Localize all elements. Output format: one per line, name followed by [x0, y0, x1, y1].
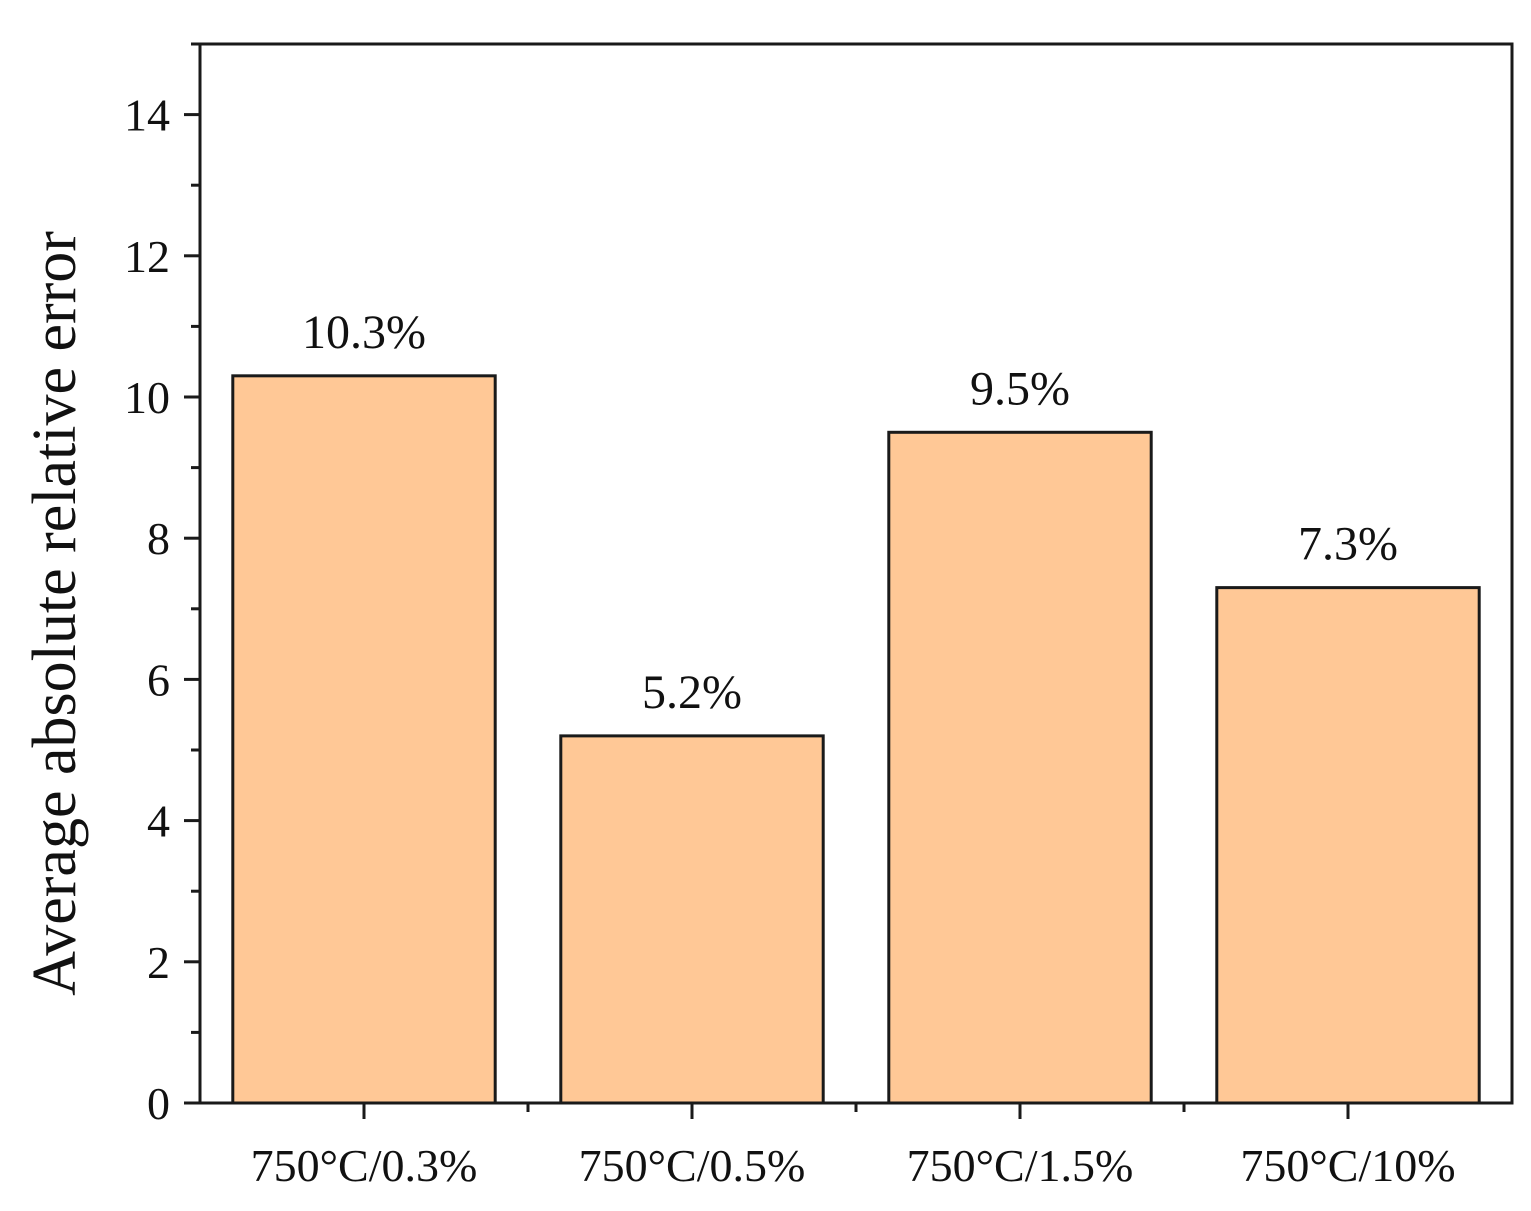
x-category-label-4: 750°C/10% — [1240, 1140, 1455, 1191]
bar-value-label-3: 9.5% — [970, 362, 1070, 415]
y-tick-label-10: 10 — [124, 372, 170, 423]
y-tick-label-6: 6 — [147, 654, 170, 705]
bar-3 — [887, 430, 1153, 1105]
y-tick-label-4: 4 — [147, 796, 170, 847]
bars-layer — [231, 374, 1481, 1105]
x-category-label-2: 750°C/0.5% — [579, 1140, 806, 1191]
y-tick-label-12: 12 — [124, 231, 170, 282]
x-category-label-1: 750°C/0.3% — [251, 1140, 478, 1191]
bar-2 — [559, 734, 825, 1105]
bar-value-label-1: 10.3% — [302, 306, 426, 359]
y-tick-label-14: 14 — [124, 90, 170, 141]
labels-layer: 10.3% 5.2% 9.5% 7.3% — [302, 306, 1398, 719]
y-axis-title: Average absolute relative error — [21, 231, 89, 996]
bar-value-label-4: 7.3% — [1298, 518, 1398, 571]
y-tick-label-8: 8 — [147, 513, 170, 564]
bar-1 — [231, 374, 497, 1105]
bar-4 — [1215, 586, 1481, 1105]
y-tick-label-0: 0 — [147, 1078, 170, 1129]
y-tick-label-2: 2 — [147, 937, 170, 988]
axes-layer: 0 2 4 6 8 10 12 14 750°C/0.3% 750°C/0.5% 750°C/1.5… — [124, 42, 1514, 1191]
x-category-label-3: 750°C/1.5% — [907, 1140, 1134, 1191]
bar-value-label-2: 5.2% — [642, 666, 742, 719]
